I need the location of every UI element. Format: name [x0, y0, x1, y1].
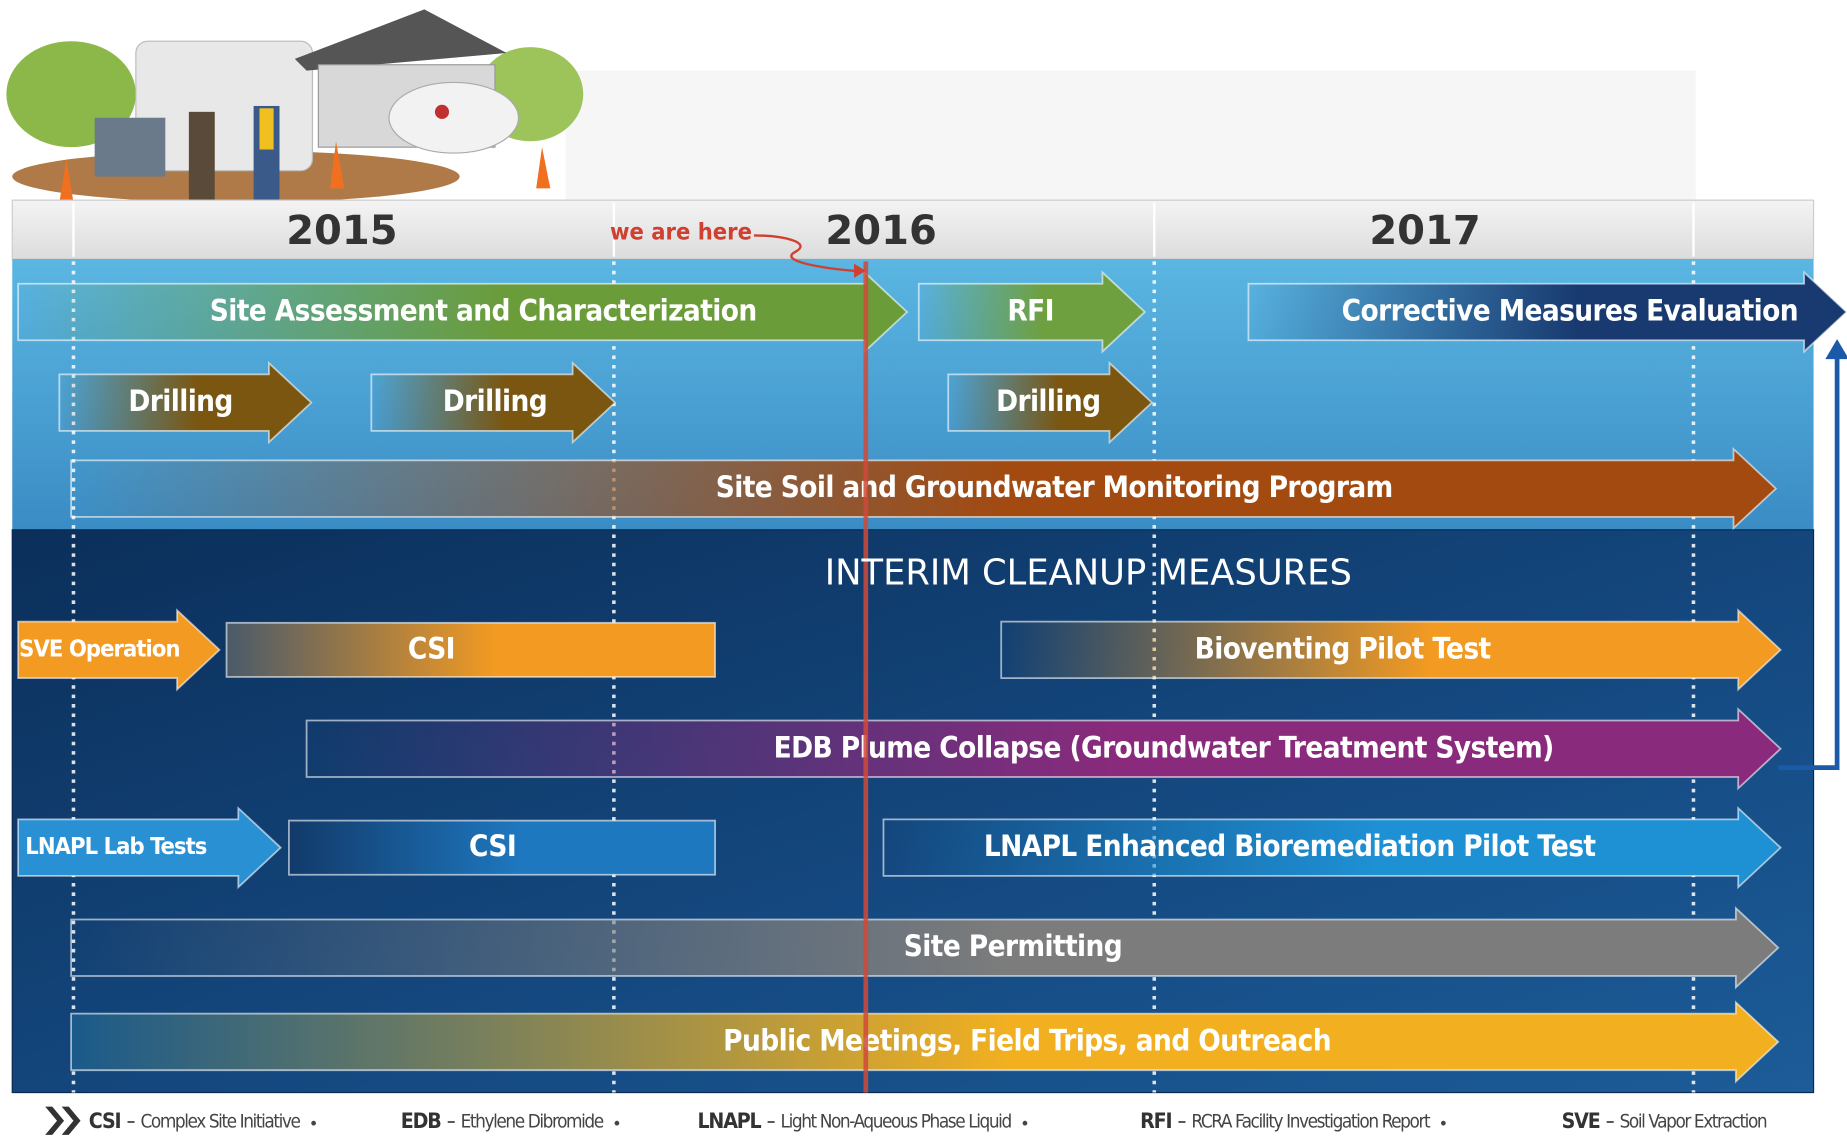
bar-label: EDB Plume Collapse (Groundwater Treatmen…	[774, 730, 1554, 764]
bar-label: Drilling	[128, 384, 232, 418]
bar-label: Corrective Measures Evaluation	[1342, 293, 1798, 327]
legend-abbr: RFI	[1140, 1108, 1171, 1133]
legend-definition: Light Non-Aqueous Phase Liquid	[781, 1111, 1012, 1132]
legend-definition: Complex Site Initiative	[140, 1111, 300, 1132]
legend-dot	[311, 1121, 316, 1126]
bar-label: Bioventing Pilot Test	[1195, 631, 1492, 665]
year-label: 2016	[825, 208, 936, 254]
year-label: 2015	[286, 208, 397, 254]
bar-label: LNAPL Enhanced Bioremediation Pilot Test	[984, 829, 1597, 863]
legend-abbr: LNAPL	[697, 1108, 761, 1133]
bar-label: Site Assessment and Characterization	[210, 293, 757, 327]
legend-dot	[1023, 1121, 1028, 1126]
bar-label: LNAPL Lab Tests	[25, 832, 206, 860]
legend-dot	[615, 1121, 620, 1126]
bar-label: SVE Operation	[19, 634, 179, 662]
legend-abbr: EDB	[401, 1108, 441, 1133]
bar-label: RFI	[1007, 293, 1054, 327]
bar-label: CSI	[469, 829, 516, 863]
section-title: INTERIM CLEANUP MEASURES	[825, 553, 1352, 594]
box-bar	[227, 623, 716, 677]
bar-label: Public Meetings, Field Trips, and Outrea…	[723, 1023, 1331, 1057]
page: {"header": {"years": ["2015", "2016", "2…	[0, 0, 1847, 1142]
legend-abbr: SVE	[1562, 1108, 1600, 1133]
legend-abbr: CSI	[89, 1108, 121, 1133]
bar-label: Site Soil and Groundwater Monitoring Pro…	[716, 470, 1393, 504]
legend-definition: Ethylene Dibromide	[461, 1111, 604, 1132]
lower-section	[12, 530, 1813, 1093]
marker-label: we are here	[610, 218, 752, 246]
bar-label: Site Permitting	[904, 929, 1122, 963]
legend: CSI Complex Site Initiative EDB Ethylene Di…	[45, 1107, 1767, 1135]
timeline-diagram: Site Assessment and CharacterizationRFIC…	[0, 0, 1847, 1142]
year-label: 2017	[1369, 208, 1480, 254]
bar-label: Drilling	[443, 384, 547, 418]
bar-label: Drilling	[996, 384, 1100, 418]
bar-label: CSI	[408, 631, 455, 665]
connector-arrowhead	[1825, 339, 1847, 359]
legend-definition: RCRA Facility Investigation Report	[1191, 1111, 1431, 1132]
legend-definition: Soil Vapor Extraction	[1620, 1111, 1767, 1132]
legend-dot	[1441, 1121, 1446, 1126]
site-illustration	[6, 9, 1695, 206]
